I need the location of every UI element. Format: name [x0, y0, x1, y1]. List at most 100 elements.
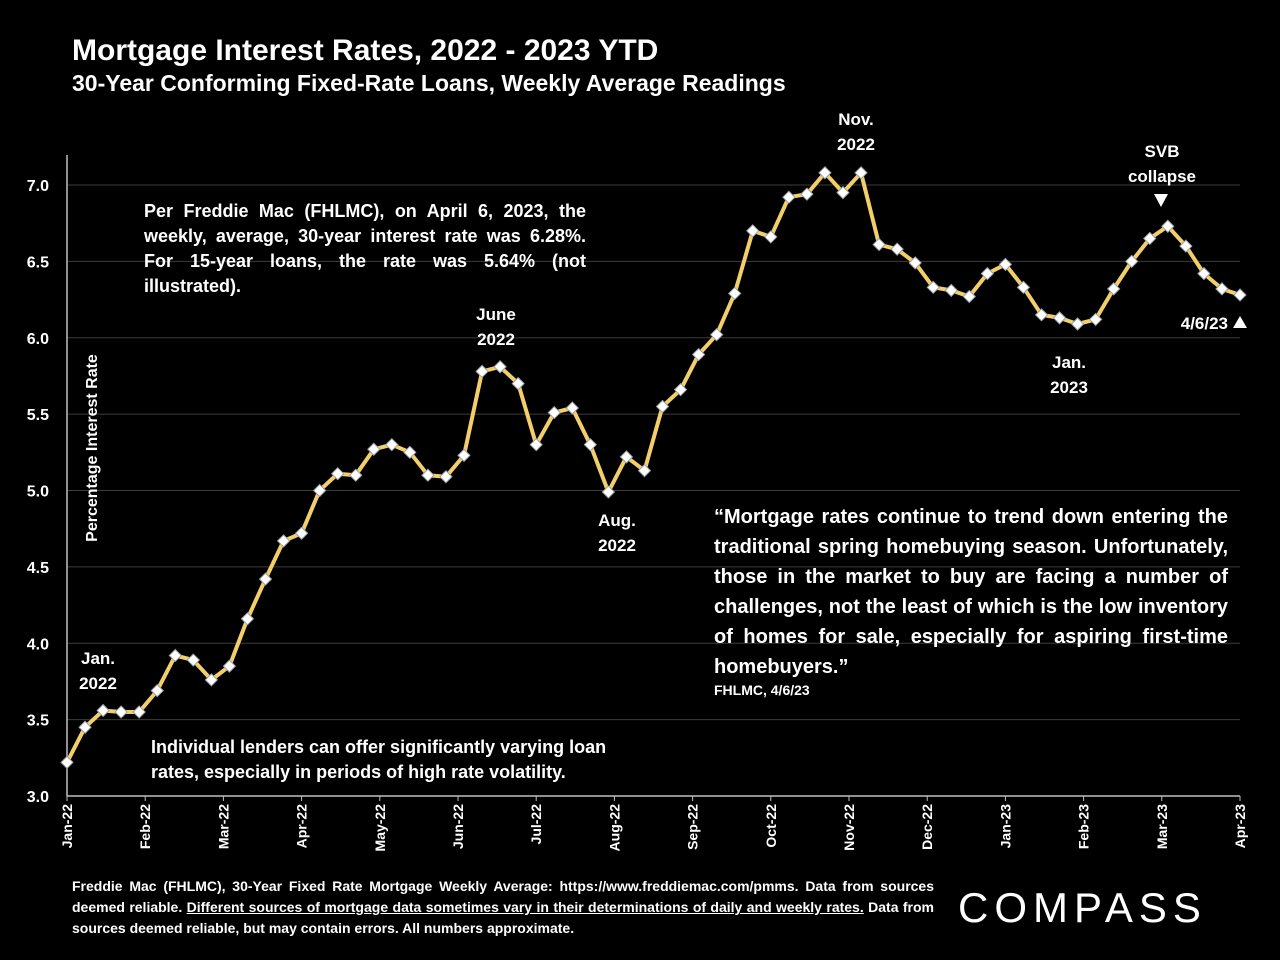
data-point [258, 572, 273, 586]
data-point [547, 405, 561, 420]
data-point [800, 187, 814, 201]
data-point [944, 283, 958, 298]
data-point [655, 399, 670, 414]
data-point [294, 526, 309, 540]
data-point [1125, 254, 1139, 269]
source-text-underlined: Different sources of mortgage data somet… [186, 899, 864, 915]
x-tick-label: Jan-23 [997, 804, 1013, 849]
data-point [240, 612, 255, 626]
data-point [818, 166, 832, 180]
x-tick-label: Oct-22 [763, 804, 779, 848]
y-tick-label: 7.0 [27, 178, 49, 195]
chart-subtitle: 30-Year Conforming Fixed-Rate Loans, Wee… [72, 70, 786, 96]
chart-title: Mortgage Interest Rates, 2022 - 2023 YTD [72, 34, 659, 67]
source-text-1: Freddie Mac (FHLMC), 30-Year Fixed Rate … [72, 878, 934, 915]
annotation-jan23: Jan. 2023 [1050, 353, 1088, 397]
data-point [1070, 317, 1085, 331]
data-point [637, 463, 652, 478]
x-tick-label: Mar-22 [215, 804, 231, 849]
data-point [619, 450, 634, 464]
data-point [1088, 312, 1103, 327]
last-point-arrow-icon [1233, 316, 1247, 328]
data-point [475, 364, 489, 379]
data-point [349, 468, 363, 482]
y-tick-label: 3.0 [27, 789, 49, 806]
data-point [367, 442, 381, 456]
data-point [511, 376, 525, 391]
x-tick-label: Aug-22 [606, 804, 622, 852]
data-point [186, 653, 201, 667]
y-tick-label: 6.0 [27, 331, 49, 348]
x-tick-label: May-22 [372, 804, 388, 852]
x-tick-label: Jan-22 [59, 804, 75, 849]
data-point [1161, 219, 1175, 233]
gridlines [67, 184, 1240, 721]
data-point [78, 720, 92, 734]
data-point [132, 705, 146, 719]
data-point [673, 382, 688, 397]
data-point [96, 703, 110, 718]
data-point [204, 673, 219, 687]
data-point [782, 190, 796, 204]
y-tick-label: 6.5 [27, 254, 49, 271]
data-point [60, 755, 74, 770]
data-point [872, 237, 886, 252]
data-point [926, 280, 940, 295]
axes [66, 155, 1241, 801]
data-point [1143, 231, 1157, 246]
data-point [583, 437, 598, 452]
freddie-mac-note: Per Freddie Mac (FHLMC), on April 6, 202… [144, 201, 586, 296]
data-point [962, 289, 977, 304]
data-point [1197, 266, 1211, 281]
data-point [529, 437, 543, 452]
data-point [980, 266, 995, 281]
data-point [150, 683, 164, 698]
data-point [421, 468, 435, 482]
x-tick-label: Feb-22 [137, 804, 153, 849]
source-text-2: Data from sources deemed reliable, but m… [72, 899, 934, 936]
data-point [114, 705, 128, 719]
y-tick-labels: 3.0 3.5 4.0 4.5 5.0 5.5 6.0 6.5 7.0 [27, 178, 49, 806]
lenders-note: Individual lenders can offer significant… [151, 737, 607, 782]
data-point [276, 534, 291, 548]
annotation-nov22: Nov. 2022 [837, 110, 875, 154]
x-tick-label: Mar-23 [1154, 804, 1170, 849]
data-point [1052, 311, 1067, 325]
data-point [1106, 282, 1121, 296]
annotation-jan22: Jan. 2022 [79, 649, 117, 693]
data-point [385, 437, 399, 452]
x-tick-label: Jun-22 [450, 804, 466, 849]
fhlmc-quote: “Mortgage rates continue to trend down e… [714, 506, 1228, 678]
data-point [457, 448, 471, 463]
data-point [439, 470, 453, 484]
data-point [1034, 308, 1049, 322]
data-point [330, 466, 345, 481]
chart-annotations: Jan. 2022 June 2022 Aug. 2022 Nov. 2022 Jan. 2023… [79, 110, 1247, 693]
data-point [1233, 288, 1247, 302]
data-point [493, 360, 507, 374]
annotation-aug22: Aug. 2022 [598, 511, 636, 555]
source-footnote: Freddie Mac (FHLMC), 30-Year Fixed Rate … [72, 876, 934, 939]
series-30yr-rate [60, 166, 1247, 770]
data-point [565, 401, 579, 415]
x-tick-label: Apr-22 [294, 804, 310, 849]
data-point [1215, 282, 1229, 296]
y-tick-label: 5.0 [27, 484, 49, 501]
annotation-svb: SVB collapse [1128, 142, 1196, 186]
data-point [836, 185, 850, 200]
data-point [691, 347, 706, 362]
annotation-last: 4/6/23 [1181, 314, 1228, 333]
x-tick-label: Nov-22 [841, 804, 857, 851]
x-tick-label: Sep-22 [685, 804, 701, 850]
x-tick-label: Dec-22 [919, 804, 935, 850]
data-point [890, 242, 904, 256]
data-point [1179, 239, 1193, 253]
x-tick-label: Feb-23 [1076, 804, 1092, 849]
data-point [222, 659, 237, 673]
svb-arrow-icon [1154, 194, 1168, 207]
y-tick-label: 4.0 [27, 636, 49, 653]
data-point [312, 483, 327, 498]
data-point [709, 327, 724, 342]
data-point [168, 648, 182, 663]
